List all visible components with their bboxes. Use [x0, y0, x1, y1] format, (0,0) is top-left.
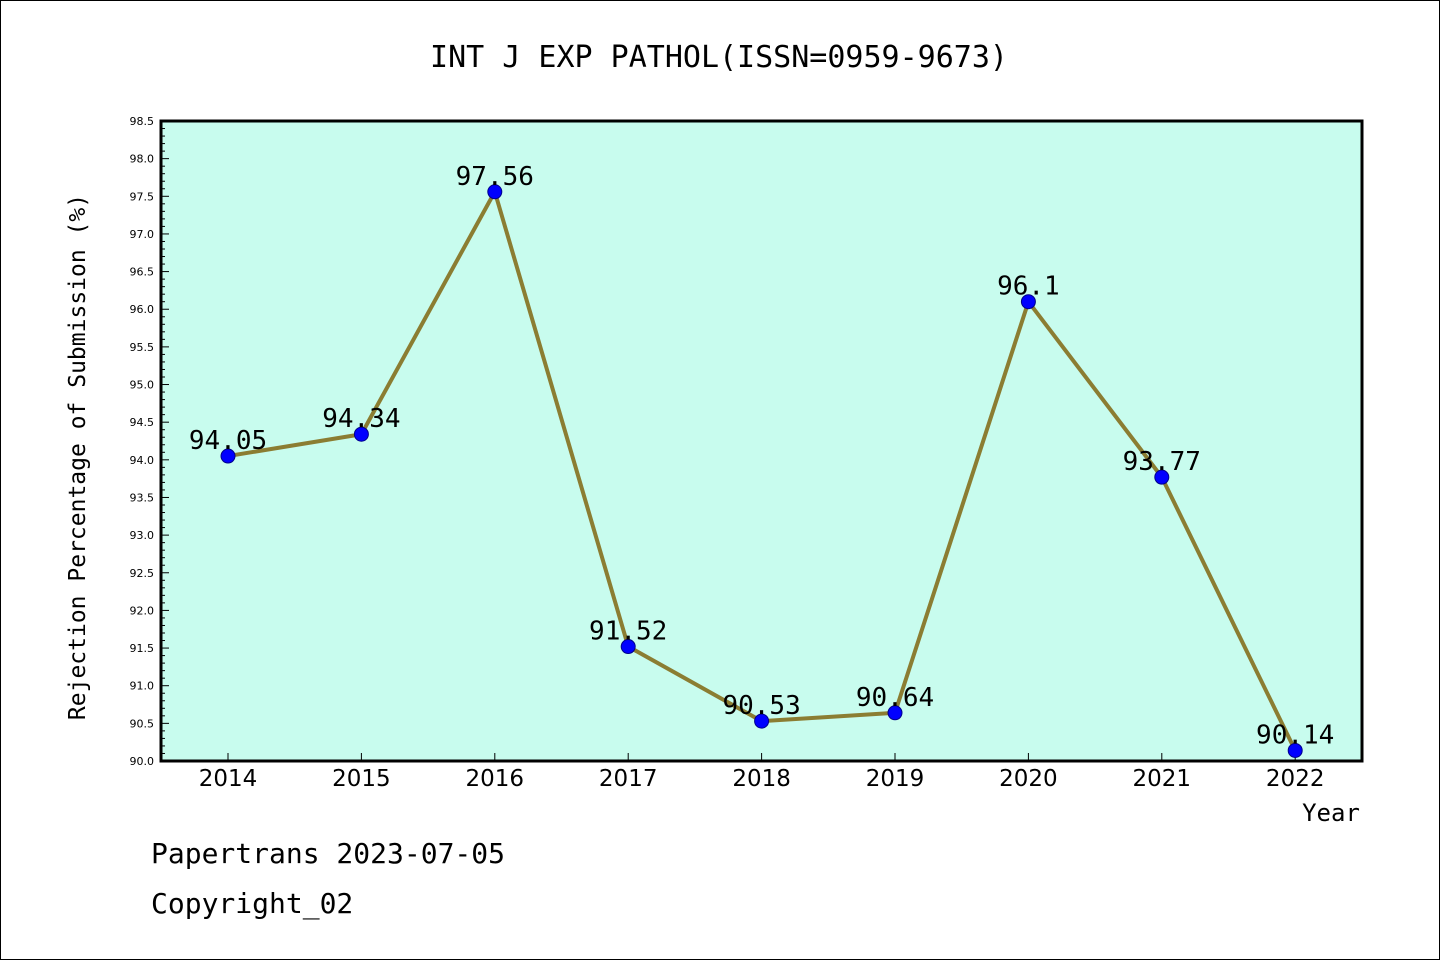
- data-point: [220, 448, 236, 464]
- y-tick-label: 96.5: [130, 266, 155, 279]
- y-tick-label: 91.0: [130, 680, 155, 693]
- y-tick-label: 94.5: [130, 416, 155, 429]
- plot-area: [159, 119, 1364, 763]
- footer-date: Papertrans 2023-07-05: [151, 837, 506, 870]
- data-point: [620, 639, 636, 655]
- data-point: [1287, 742, 1303, 758]
- data-label: 94.34: [322, 404, 400, 434]
- data-label: 90.53: [722, 691, 800, 721]
- y-tick-label: 90.5: [130, 717, 155, 730]
- x-tick-label: 2016: [466, 766, 525, 792]
- y-axis-label: Rejection Percentage of Submission (%): [65, 194, 91, 720]
- y-tick-label: 97.5: [130, 190, 155, 203]
- x-tick-label: 2015: [332, 766, 391, 792]
- footer-copyright: Copyright_02: [151, 887, 354, 920]
- data-point: [353, 426, 369, 442]
- x-tick-label: 2020: [999, 766, 1058, 792]
- data-point: [887, 705, 903, 721]
- data-label: 90.14: [1256, 720, 1334, 750]
- y-tick-label: 92.0: [130, 604, 155, 617]
- y-tick-label: 97.0: [130, 228, 155, 241]
- y-tick-label: 91.5: [130, 642, 155, 655]
- x-axis: 2014 2015 2016 2017 2018 2019 2020 2021 2022: [199, 753, 1325, 792]
- y-tick-label: 92.5: [130, 567, 155, 580]
- y-tick-label: 95.0: [130, 379, 155, 392]
- data-labels: 94.05 94.34 97.56 91.52 90.53 90.64 96.1 93.77 9…: [189, 162, 1334, 751]
- data-label: 91.52: [589, 617, 667, 647]
- y-tick-label: 98.5: [130, 115, 155, 128]
- data-point: [754, 713, 770, 729]
- y-tick-label: 94.0: [130, 454, 155, 467]
- data-point: [1154, 469, 1170, 485]
- y-tick-label: 90.0: [130, 755, 155, 768]
- x-tick-label: 2022: [1266, 766, 1325, 792]
- y-tick-label: 96.0: [130, 303, 155, 316]
- chart-title: INT J EXP PATHOL(ISSN=0959-9673): [430, 40, 1008, 75]
- data-point: [1020, 294, 1036, 310]
- data-point: [487, 184, 503, 200]
- y-tick-label: 95.5: [130, 341, 155, 354]
- x-axis-label: Year: [1302, 799, 1360, 827]
- y-tick-label: 98.0: [130, 153, 155, 166]
- data-markers: [220, 184, 1303, 758]
- data-label: 97.56: [456, 162, 534, 192]
- y-axis: 90.0 90.5 91.0 91.5 92.0 92.5 93.0 93.5 94.0 94.5…: [130, 115, 169, 768]
- x-tick-label: 2021: [1133, 766, 1192, 792]
- x-tick-label: 2018: [732, 766, 791, 792]
- data-label: 90.64: [856, 683, 934, 713]
- data-label: 96.1: [997, 272, 1060, 302]
- x-tick-label: 2014: [199, 766, 258, 792]
- x-tick-label: 2019: [866, 766, 925, 792]
- data-label: 94.05: [189, 426, 267, 456]
- y-tick-label: 93.5: [130, 491, 155, 504]
- y-tick-label: 93.0: [130, 529, 155, 542]
- data-label: 93.77: [1123, 447, 1201, 477]
- x-tick-label: 2017: [599, 766, 658, 792]
